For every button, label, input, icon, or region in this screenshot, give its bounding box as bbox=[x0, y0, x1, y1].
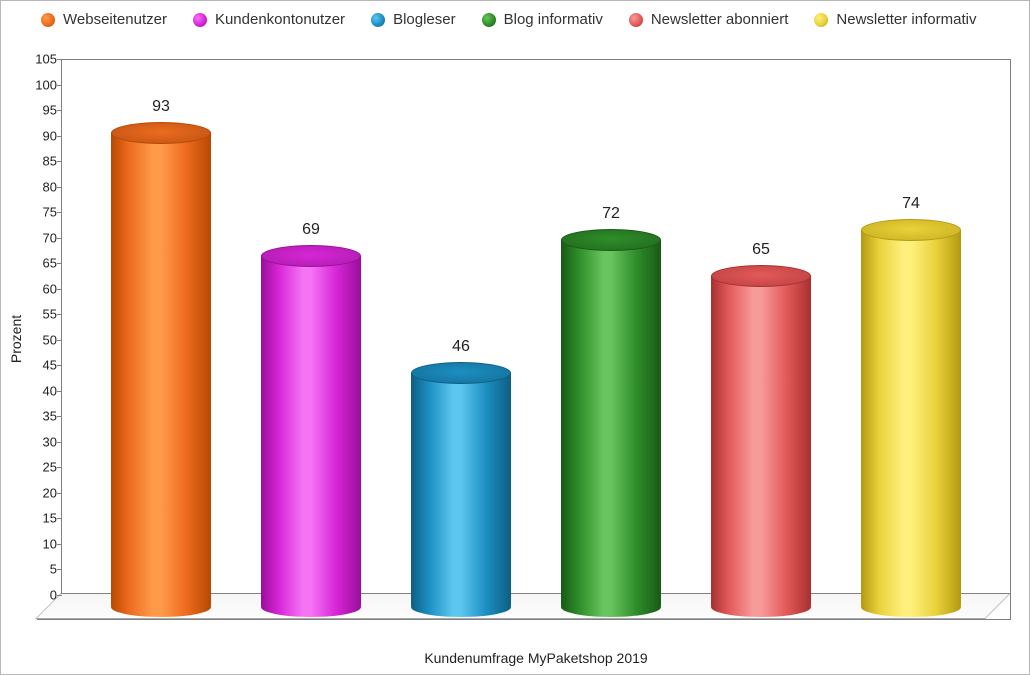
legend-swatch bbox=[193, 13, 207, 27]
bar-body bbox=[861, 229, 961, 607]
bar: 74 bbox=[861, 229, 961, 607]
y-tick-mark bbox=[57, 442, 62, 443]
bar-bottom-ellipse bbox=[561, 597, 661, 617]
legend: Webseitenutzer Kundenkontonutzer Blogleser… bbox=[41, 11, 1019, 28]
legend-label: Blogleser bbox=[393, 11, 456, 28]
y-tick-mark bbox=[57, 340, 62, 341]
y-tick-mark bbox=[57, 314, 62, 315]
y-tick-label: 90 bbox=[27, 128, 57, 143]
y-tick-mark bbox=[57, 136, 62, 137]
y-tick-label: 5 bbox=[27, 562, 57, 577]
bar: 72 bbox=[561, 239, 661, 607]
legend-item: Newsletter abonniert bbox=[629, 11, 789, 28]
y-tick-label: 75 bbox=[27, 205, 57, 220]
y-tick-mark bbox=[57, 161, 62, 162]
legend-label: Newsletter informativ bbox=[836, 11, 976, 28]
legend-swatch bbox=[629, 13, 643, 27]
y-tick-mark bbox=[57, 569, 62, 570]
y-tick-label: 60 bbox=[27, 281, 57, 296]
bar-value-label: 72 bbox=[602, 205, 620, 223]
plot-floor-edge bbox=[37, 619, 1011, 620]
y-tick-label: 45 bbox=[27, 358, 57, 373]
y-tick-label: 10 bbox=[27, 536, 57, 551]
chart-container: Webseitenutzer Kundenkontonutzer Blogleser… bbox=[0, 0, 1030, 675]
y-tick-label: 50 bbox=[27, 332, 57, 347]
legend-label: Kundenkontonutzer bbox=[215, 11, 345, 28]
y-tick-mark bbox=[57, 110, 62, 111]
legend-item: Blog informativ bbox=[482, 11, 603, 28]
bar-value-label: 65 bbox=[752, 241, 770, 259]
plot-area: 936946726574 bbox=[61, 59, 1011, 619]
bar-top-ellipse bbox=[261, 245, 361, 267]
bar-bottom-ellipse bbox=[711, 597, 811, 617]
bar-body bbox=[111, 132, 211, 607]
bar-body bbox=[711, 275, 811, 607]
bar-body bbox=[261, 255, 361, 607]
y-tick-mark bbox=[57, 518, 62, 519]
bar-value-label: 93 bbox=[152, 98, 170, 116]
bar: 46 bbox=[411, 372, 511, 607]
bar-value-label: 69 bbox=[302, 221, 320, 239]
legend-label: Blog informativ bbox=[504, 11, 603, 28]
bar-bottom-ellipse bbox=[111, 597, 211, 617]
y-tick-label: 80 bbox=[27, 179, 57, 194]
legend-item: Newsletter informativ bbox=[814, 11, 976, 28]
y-tick-mark bbox=[57, 187, 62, 188]
y-tick-label: 25 bbox=[27, 460, 57, 475]
bar-value-label: 74 bbox=[902, 195, 920, 213]
y-tick-label: 95 bbox=[27, 103, 57, 118]
bar: 69 bbox=[261, 255, 361, 607]
legend-swatch bbox=[41, 13, 55, 27]
legend-swatch bbox=[814, 13, 828, 27]
legend-swatch bbox=[482, 13, 496, 27]
legend-label: Newsletter abonniert bbox=[651, 11, 789, 28]
y-tick-label: 55 bbox=[27, 307, 57, 322]
y-tick-mark bbox=[57, 416, 62, 417]
x-axis-label: Kundenumfrage MyPaketshop 2019 bbox=[61, 650, 1011, 666]
y-tick-label: 105 bbox=[27, 52, 57, 67]
legend-swatch bbox=[371, 13, 385, 27]
y-tick-label: 20 bbox=[27, 485, 57, 500]
bar-body bbox=[411, 372, 511, 607]
bar-body bbox=[561, 239, 661, 607]
y-tick-mark bbox=[57, 59, 62, 60]
y-tick-mark bbox=[57, 85, 62, 86]
y-tick-mark bbox=[57, 289, 62, 290]
bar-bottom-ellipse bbox=[261, 597, 361, 617]
legend-item: Webseitenutzer bbox=[41, 11, 167, 28]
legend-item: Kundenkontonutzer bbox=[193, 11, 345, 28]
y-tick-label: 40 bbox=[27, 383, 57, 398]
legend-label: Webseitenutzer bbox=[63, 11, 167, 28]
y-tick-label: 30 bbox=[27, 434, 57, 449]
y-tick-label: 85 bbox=[27, 154, 57, 169]
y-tick-label: 15 bbox=[27, 511, 57, 526]
y-tick-mark bbox=[57, 238, 62, 239]
legend-item: Blogleser bbox=[371, 11, 456, 28]
y-tick-mark bbox=[57, 493, 62, 494]
y-tick-label: 100 bbox=[27, 77, 57, 92]
y-tick-mark bbox=[57, 595, 62, 596]
bar-bottom-ellipse bbox=[861, 597, 961, 617]
bar-bottom-ellipse bbox=[411, 597, 511, 617]
y-tick-mark bbox=[57, 365, 62, 366]
y-tick-label: 70 bbox=[27, 230, 57, 245]
y-tick-label: 35 bbox=[27, 409, 57, 424]
y-tick-mark bbox=[57, 467, 62, 468]
bar: 65 bbox=[711, 275, 811, 607]
bar: 93 bbox=[111, 132, 211, 607]
y-tick-mark bbox=[57, 391, 62, 392]
y-tick-mark bbox=[57, 544, 62, 545]
y-axis-label: Prozent bbox=[7, 59, 25, 619]
bar-value-label: 46 bbox=[452, 338, 470, 356]
y-tick-mark bbox=[57, 263, 62, 264]
y-tick-label: 65 bbox=[27, 256, 57, 271]
y-tick-mark bbox=[57, 212, 62, 213]
